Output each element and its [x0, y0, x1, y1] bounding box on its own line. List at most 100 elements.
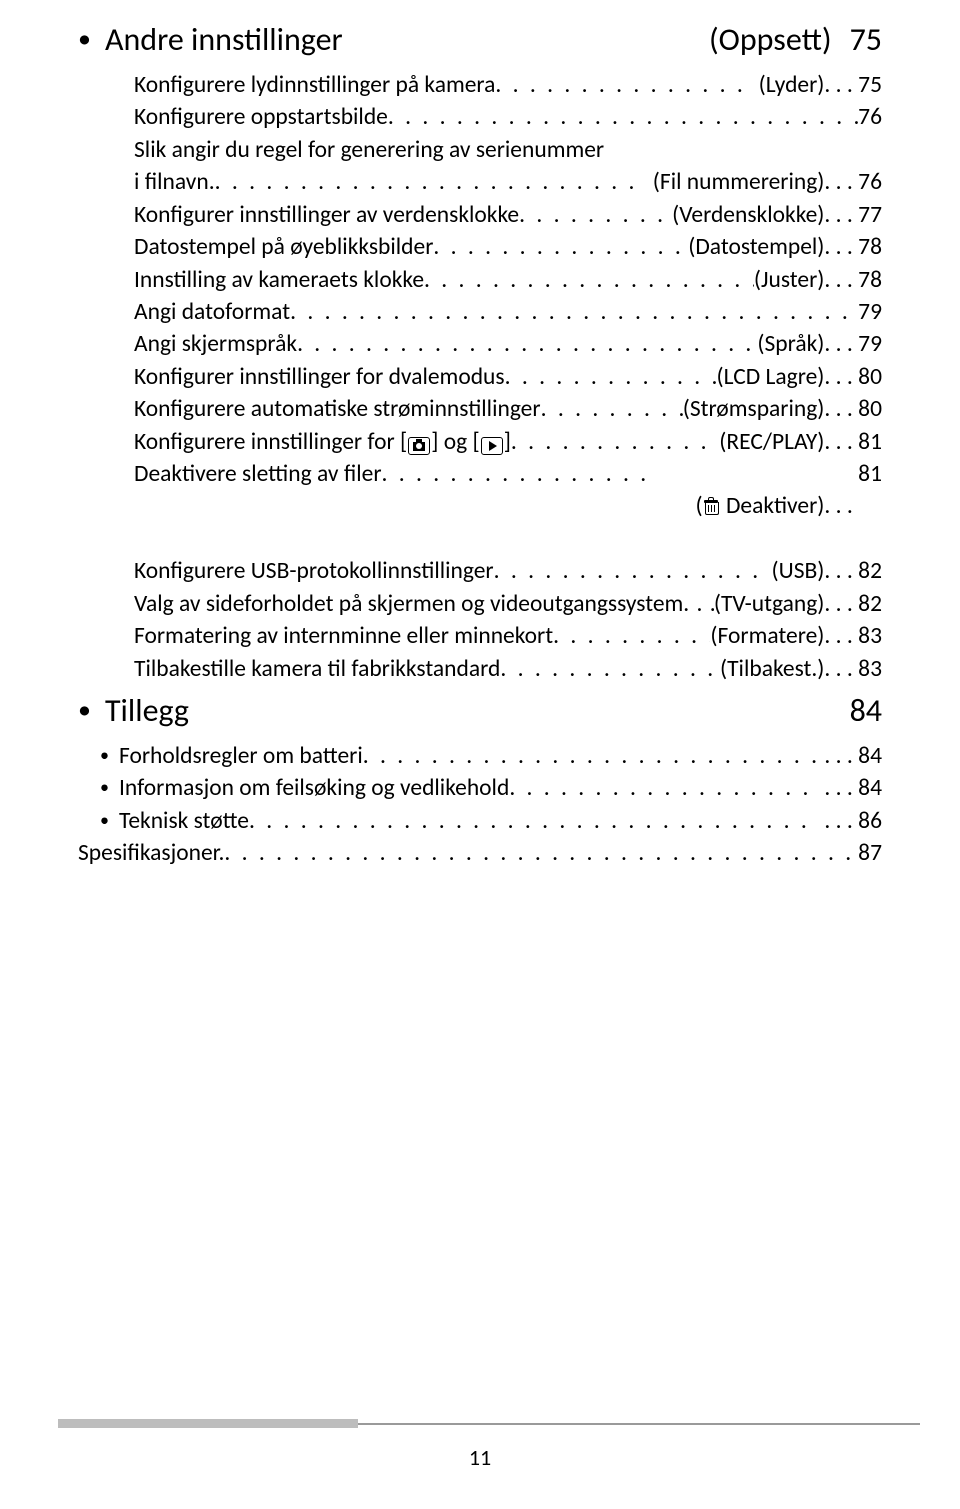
entry-label: Konfigurere oppstartsbilde — [134, 101, 388, 133]
bullet-icon: • — [100, 743, 109, 768]
toc-entry: Formatering av internminne eller minneko… — [134, 620, 882, 652]
entry-tag: ( Deaktiver). . . — [653, 458, 858, 555]
entry-label: Deaktivere sletting av filer — [134, 458, 382, 490]
entry-label: Konfigurer innstillinger for dvalemodus — [134, 361, 505, 393]
leader-dots — [553, 620, 710, 652]
toc-entry: Spesifikasjoner. 87 — [78, 837, 882, 869]
leader-dots — [519, 199, 672, 231]
toc-entry: Deaktivere sletting av filer ( Deaktiver… — [134, 458, 882, 555]
entry-page: 83 — [858, 653, 882, 685]
leader-dots — [382, 458, 653, 490]
entry-page: 84 — [858, 772, 882, 804]
entry-tag: . . . — [819, 740, 858, 772]
leader-dots — [511, 426, 714, 458]
entry-tag: (Lyder). . . — [753, 69, 858, 101]
leader-dots — [363, 740, 819, 772]
camera-icon — [408, 437, 430, 455]
bullet-icon: • — [100, 808, 109, 833]
entry-label: Konfigurer innstillinger av verdensklokk… — [134, 199, 519, 231]
entry-page: 76 — [858, 101, 882, 133]
leader-dots — [224, 837, 858, 869]
leader-dots — [541, 393, 683, 425]
entry-label: Forholdsregler om batteri — [119, 740, 363, 772]
footer-divider — [58, 1419, 920, 1429]
toc-entry: Datostempel på øyeblikksbilder (Datostem… — [134, 231, 882, 263]
toc-entry: • Forholdsregler om batteri . . . 84 — [78, 740, 882, 772]
entry-label: Spesifikasjoner. — [78, 837, 224, 869]
page-number: 11 — [0, 1444, 960, 1471]
section-title: Tillegg — [105, 691, 189, 730]
section-tag: (Oppsett) — [709, 20, 832, 59]
entry-tag: (Tilbakest.). . . — [720, 653, 858, 685]
toc-entry: Konfigurere oppstartsbilde 76 — [134, 101, 882, 133]
leader-dots — [495, 69, 753, 101]
leader-dots — [505, 361, 717, 393]
section-page: 84 — [850, 691, 882, 730]
entry-tag: (Verdensklokke). . . — [672, 199, 858, 231]
entry-label: Konfigurere innstillinger for [ ] og [ ] — [134, 426, 511, 458]
entry-tag: (TV-utgang). . . — [714, 588, 858, 620]
entry-tag: (Juster). . . — [754, 264, 858, 296]
toc-entry: Konfigurer innstillinger for dvalemodus … — [134, 361, 882, 393]
entry-label: Formatering av internminne eller minneko… — [134, 620, 553, 652]
leader-dots — [683, 588, 714, 620]
entry-label: Informasjon om feilsøking og vedlikehold — [119, 772, 509, 804]
leader-dots — [249, 805, 819, 837]
entry-label: Angi datoformat — [134, 296, 290, 328]
entry-page: 79 — [858, 328, 882, 360]
bullet-icon: • — [100, 775, 109, 800]
leader-dots — [297, 328, 752, 360]
entry-tag: (Språk). . . — [752, 328, 858, 360]
entry-tag: (Formatere). . . — [710, 620, 858, 652]
toc-entry: Konfigurere USB-protokollinnstillinger (… — [134, 555, 882, 587]
entry-label: Konfigurere USB-protokollinnstillinger — [134, 555, 494, 587]
entry-page: 87 — [858, 837, 882, 869]
leader-dots — [388, 101, 858, 133]
entry-label: Konfigurere lydinnstillinger på kamera — [134, 69, 495, 101]
play-icon — [481, 437, 503, 455]
entry-tag: (Strømsparing). . . — [683, 393, 858, 425]
entry-tag: (Fil nummerering). . . — [647, 166, 858, 198]
entry-label: i filnavn. — [134, 166, 215, 198]
entry-page: 80 — [858, 393, 882, 425]
entry-label: Konfigurere automatiske strøminnstilling… — [134, 393, 541, 425]
entry-page: 81 — [858, 458, 882, 490]
leader-dots — [494, 555, 767, 587]
toc-page: • Andre innstillinger (Oppsett) 75 Konfi… — [0, 0, 960, 870]
leader-dots — [433, 231, 682, 263]
toc-entry: Konfigurere lydinnstillinger på kamera (… — [134, 69, 882, 101]
entry-label: Slik angir du regel for generering av se… — [134, 134, 604, 166]
entry-label: Teknisk støtte — [119, 805, 249, 837]
entry-page: 82 — [858, 588, 882, 620]
entry-page: 78 — [858, 231, 882, 263]
divider-accent — [58, 1419, 358, 1428]
entry-page: 84 — [858, 740, 882, 772]
toc-entry: Tilbakestille kamera til fabrikkstandard… — [134, 653, 882, 685]
entry-page: 79 — [858, 296, 882, 328]
toc-entry: Valg av sideforholdet på skjermen og vid… — [134, 588, 882, 620]
toc-entry: Konfigurere innstillinger for [ ] og [ ]… — [134, 426, 882, 458]
toc-entry: Konfigurere automatiske strøminnstilling… — [134, 393, 882, 425]
entry-label: Datostempel på øyeblikksbilder — [134, 231, 433, 263]
entry-label: Tilbakestille kamera til fabrikkstandard — [134, 653, 500, 685]
entry-tag: . . . — [819, 805, 858, 837]
entry-page: 83 — [858, 620, 882, 652]
entry-page: 78 — [858, 264, 882, 296]
entry-label: Valg av sideforholdet på skjermen og vid… — [134, 588, 683, 620]
entry-label: Angi skjermspråk — [134, 328, 297, 360]
entries-andre: Konfigurere lydinnstillinger på kamera (… — [78, 69, 882, 685]
section-title: Andre innstillinger — [105, 20, 343, 59]
leader-dots — [424, 264, 754, 296]
section-page: 75 — [850, 20, 882, 59]
entry-tag: . . . — [819, 772, 858, 804]
leader-dots — [290, 296, 858, 328]
toc-entry: Angi datoformat 79 — [134, 296, 882, 328]
toc-entry: Angi skjermspråk (Språk). . . 79 — [134, 328, 882, 360]
entry-page: 86 — [858, 805, 882, 837]
leader-dots — [215, 166, 648, 198]
leader-dots — [500, 653, 720, 685]
trash-icon — [704, 500, 718, 515]
entry-tag: (LCD Lagre). . . — [716, 361, 858, 393]
section-heading-tillegg: • Tillegg 84 — [78, 691, 882, 730]
toc-entry: Konfigurer innstillinger av verdensklokk… — [134, 199, 882, 231]
